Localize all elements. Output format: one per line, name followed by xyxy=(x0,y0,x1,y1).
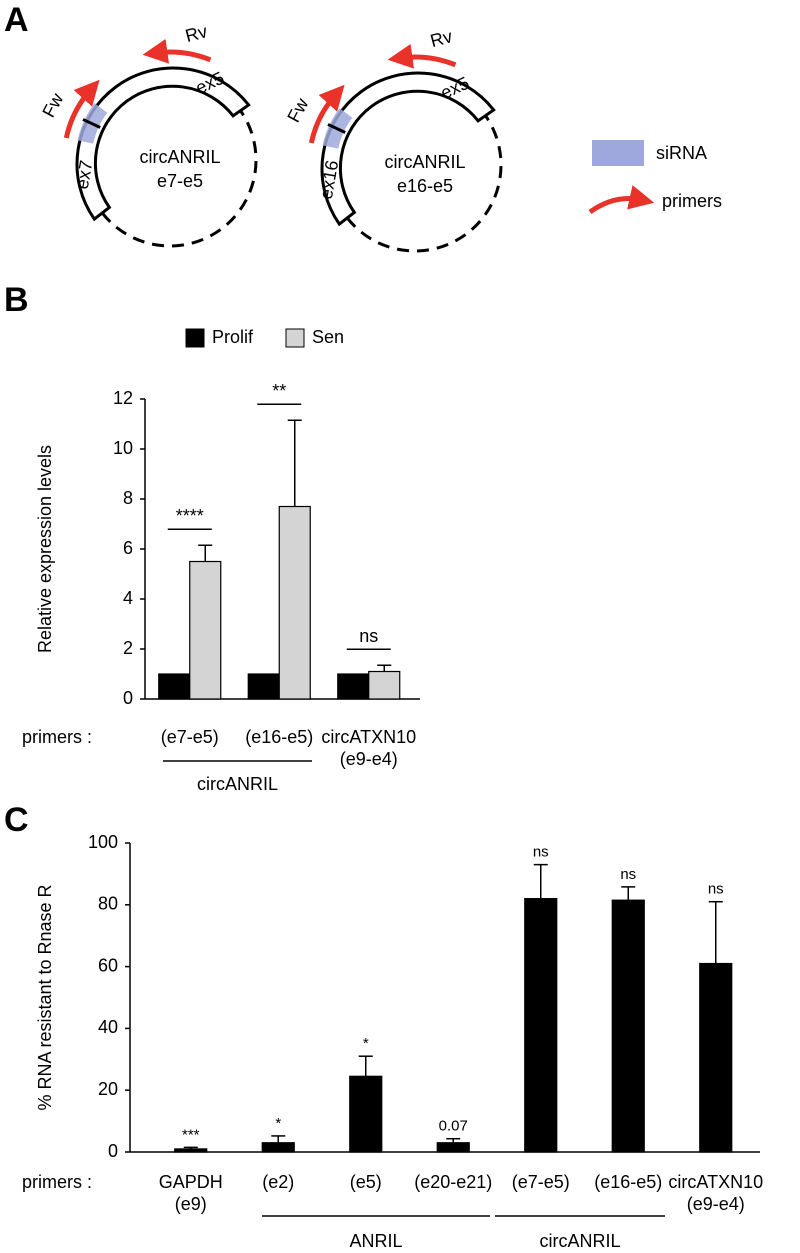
bar xyxy=(278,505,311,700)
y-tick-label: 6 xyxy=(123,538,133,558)
bar xyxy=(524,898,558,1153)
forward-primer xyxy=(308,84,345,144)
x-tick-label: (e9-e4) xyxy=(687,1194,745,1214)
reverse-primer xyxy=(142,38,212,64)
y-tick-label: 20 xyxy=(98,1079,118,1099)
y-tick-label: 4 xyxy=(123,588,133,608)
bar xyxy=(247,673,280,700)
significance-label: ** xyxy=(272,381,286,401)
legend-swatch xyxy=(185,328,205,348)
legend-label: Sen xyxy=(312,327,344,347)
legend-swatch xyxy=(592,140,644,166)
x-tick-label: (e7-e5) xyxy=(512,1172,570,1192)
exon-junction xyxy=(327,123,346,134)
y-tick-label: 0 xyxy=(108,1141,118,1161)
y-axis-label: Relative expression levels xyxy=(35,445,55,653)
bar xyxy=(189,560,222,700)
bar xyxy=(436,1142,470,1153)
y-axis-label: % RNA resistant to Rnase R xyxy=(35,884,55,1110)
bar xyxy=(261,1142,295,1153)
x-tick-label: (e16-e5) xyxy=(245,727,313,747)
bar xyxy=(611,899,645,1153)
bar xyxy=(174,1148,208,1153)
x-tick-label: (e9) xyxy=(175,1194,207,1214)
exon-label: ex7 xyxy=(72,159,97,191)
y-tick-label: 40 xyxy=(98,1017,118,1037)
x-tick-label: (e5) xyxy=(350,1172,382,1192)
legend-swatch xyxy=(285,328,305,348)
x-tick-label: circATXN10 xyxy=(668,1172,763,1192)
circrna-name: circANRIL xyxy=(139,147,220,167)
circrna-junction: e16-e5 xyxy=(397,176,453,196)
exon-band xyxy=(75,66,251,222)
forward-label: Fw xyxy=(38,89,67,120)
group-label: ANRIL xyxy=(349,1231,402,1251)
y-tick-label: 8 xyxy=(123,488,133,508)
significance-label: * xyxy=(275,1115,281,1132)
significance-label: * xyxy=(363,1035,369,1052)
x-tick-label: (e7-e5) xyxy=(161,727,219,747)
y-tick-label: 2 xyxy=(123,638,133,658)
bar xyxy=(349,1075,383,1153)
y-tick-label: 12 xyxy=(113,388,133,408)
y-tick-label: 100 xyxy=(88,832,118,852)
bar xyxy=(368,670,401,700)
panel-label: B xyxy=(4,281,29,319)
x-tick-label: (e2) xyxy=(262,1172,294,1192)
x-tick-label: circATXN10 xyxy=(321,727,416,747)
circle-dashed xyxy=(101,109,258,248)
x-tick-label: (e16-e5) xyxy=(594,1172,662,1192)
x-tick-label: (e9-e4) xyxy=(340,749,398,769)
exon-band xyxy=(320,71,496,227)
forward-primer xyxy=(63,79,100,139)
significance-label: ns xyxy=(620,866,636,883)
x-prefix: primers : xyxy=(22,727,92,747)
group-label: circANRIL xyxy=(197,774,278,794)
circrna-junction: e7-e5 xyxy=(157,171,203,191)
reverse-label: Rv xyxy=(183,21,209,46)
bar xyxy=(158,673,191,700)
legend-label: siRNA xyxy=(656,143,707,163)
forward-label: Fw xyxy=(283,94,312,125)
y-tick-label: 80 xyxy=(98,894,118,914)
significance-label: *** xyxy=(182,1126,200,1143)
circrna-name: circANRIL xyxy=(384,152,465,172)
significance-label: ns xyxy=(708,881,724,898)
bar xyxy=(699,962,733,1153)
circle-dashed xyxy=(346,114,503,253)
panel-label: A xyxy=(4,1,29,39)
reverse-label: Rv xyxy=(428,26,454,51)
legend-arrow xyxy=(588,185,655,215)
significance-label: ns xyxy=(359,626,378,646)
reverse-primer xyxy=(387,43,457,69)
legend-label: primers xyxy=(662,191,722,211)
x-tick-label: (e20-e21) xyxy=(414,1172,492,1192)
significance-label: ns xyxy=(533,844,549,861)
exon-junction xyxy=(82,118,101,129)
legend-label: Prolif xyxy=(212,327,254,347)
x-prefix: primers : xyxy=(22,1172,92,1192)
significance-label: 0.07 xyxy=(439,1118,468,1135)
y-tick-label: 0 xyxy=(123,688,133,708)
x-tick-label: GAPDH xyxy=(159,1172,223,1192)
significance-label: **** xyxy=(176,506,204,526)
group-label: circANRIL xyxy=(539,1231,620,1251)
panel-label: C xyxy=(4,801,29,839)
bar xyxy=(337,673,370,700)
y-tick-label: 10 xyxy=(113,438,133,458)
y-tick-label: 60 xyxy=(98,955,118,975)
